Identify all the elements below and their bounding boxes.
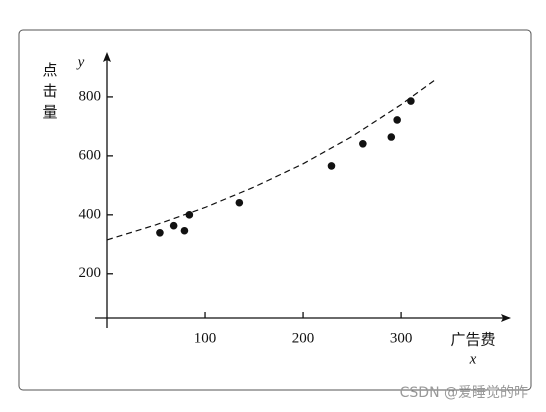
fit-curve — [106, 78, 437, 241]
point — [169, 221, 178, 230]
point — [185, 211, 194, 219]
x-axis-label: 广告费 — [450, 331, 495, 349]
point — [156, 229, 164, 237]
point — [393, 116, 401, 124]
point — [327, 162, 336, 170]
y-axis-arrow — [103, 52, 111, 62]
y-tick-label: 400 — [79, 206, 102, 222]
point — [180, 226, 189, 235]
point — [235, 198, 244, 207]
y-axis-symbol: y — [76, 54, 85, 70]
point — [407, 97, 415, 105]
point — [387, 133, 396, 141]
x-tick-label: 100 — [194, 330, 217, 346]
x-axis-arrow — [501, 314, 511, 322]
y-tick-label: 200 — [79, 265, 102, 281]
y-axis-label: 点击量 — [42, 61, 57, 121]
watermark: CSDN @爱睡觉的咋 — [400, 385, 528, 401]
y-tick-label: 800 — [79, 88, 102, 104]
y-tick-label: 600 — [79, 147, 102, 163]
x-tick-label: 300 — [390, 330, 413, 346]
x-tick-label: 200 — [292, 330, 315, 346]
frame — [18, 29, 532, 391]
point — [359, 139, 367, 148]
x-axis-symbol: x — [469, 351, 477, 367]
